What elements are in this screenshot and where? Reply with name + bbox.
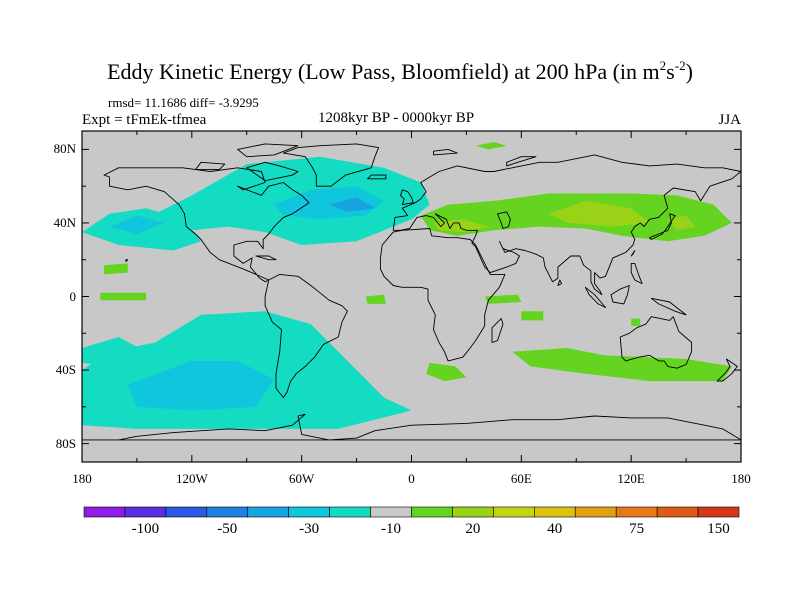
colorbar-box [615,506,658,518]
colorbar-box [370,506,412,518]
colorbar-box [288,506,330,518]
x-tick-label: 60E [510,471,532,486]
colorbar-box [83,506,126,518]
coastline-caspian [497,211,511,229]
x-tick-label: 60W [289,471,315,486]
y-tick-label: 40N [53,214,76,230]
colorbar-box [534,506,576,518]
coastline-victoria-island [195,161,226,171]
colorbar-box [247,506,289,518]
region-tropical-indian [484,294,522,304]
coastline-new-guinea [650,297,687,316]
season-label: JJA [718,112,741,128]
colorbar-box [656,506,699,518]
coastline-antarctica [82,413,741,441]
region-south-indian [512,348,732,382]
region-east-pacific-tropical [104,263,128,275]
anomaly-regions [82,142,732,429]
region-north-atlantic-core [274,186,384,220]
coastline-north-america [103,167,310,283]
stats-text: rmsd= 11.1686 diff= -3.9295 [108,95,259,110]
coastline-australia [619,316,693,369]
colorbar-box [165,506,208,518]
y-tick-label: 80N [53,141,76,157]
coastline-hawaii [125,259,129,263]
x-tick-label: 180 [731,471,751,486]
coastlines [82,143,741,441]
coastline-madagascar [491,318,504,343]
map-title: Eddy Kinetic Energy (Low Pass, Bloomfiel… [107,58,693,84]
x-tick-label: 120E [617,471,645,486]
coastline-philippines [630,262,643,285]
colorbar-label: -10 [381,521,402,537]
region-south-pacific-sub [82,337,147,367]
coastline-ellesmere [237,143,299,158]
region-north-atlantic-max [329,197,375,212]
coastline-sumatra [584,286,606,308]
region-east-pacific-core [109,215,165,234]
axis-ticks [81,131,742,462]
colorbar-box [329,506,371,518]
colorbar-box [411,506,453,518]
coastline-japan [649,213,676,240]
colorbar [83,506,740,518]
colorbar-box [206,506,249,518]
coastline-taiwan [630,250,636,257]
coastline-borneo [610,285,630,305]
coastline-sri-lanka [557,279,563,286]
y-tick-label: 80S [55,435,76,451]
y-tick-label: 0 [69,288,77,304]
colorbar-label: 40 [547,521,563,537]
coastline-baffin [246,161,299,182]
coastline-svalbard [433,148,458,156]
period-label: 1208kyr BP - 0000kyr BP [318,110,475,126]
region-south-atlantic-small [426,362,467,382]
region-eurasia-jet-core [548,200,650,227]
region-australia-patch [631,318,641,326]
colorbar-box [452,506,494,518]
x-tick-label: 180 [72,471,92,486]
coastline-cuba [255,255,277,261]
region-tropical-atlantic [365,294,386,304]
colorbar-box [574,506,617,518]
coastline-south-america [264,273,348,399]
x-tick-label: 0 [408,471,415,486]
colorbar-label: -30 [299,521,320,537]
coastline-greenland [282,143,380,187]
coastline-new-zealand [716,358,738,382]
coastline-africa [379,228,506,362]
experiment-label: Expt = tFmEk-tfmea [82,112,207,128]
coastline-eurasia [392,154,741,296]
region-east-africa [521,311,544,321]
colorbar-box [697,506,740,518]
colorbar-label: 75 [629,521,645,537]
region-central-pacific-band [100,292,147,301]
colorbar-box [493,506,535,518]
coastline-british-isles [400,189,414,206]
y-tick-label: 40S [55,362,76,378]
region-southern-ocean-core [127,360,275,411]
coastline-iceland [367,174,387,180]
colorbar-label: 20 [465,521,481,537]
region-japan-core [667,215,696,231]
colorbar-box [124,506,167,518]
coastline-novaya-zemlya [506,156,537,167]
x-tick-label: 120W [175,471,208,486]
colorbar-label: -50 [217,521,238,537]
region-arctic-patch [475,142,507,150]
colorbar-label: -100 [131,521,160,537]
colorbar-label: 150 [707,521,730,537]
